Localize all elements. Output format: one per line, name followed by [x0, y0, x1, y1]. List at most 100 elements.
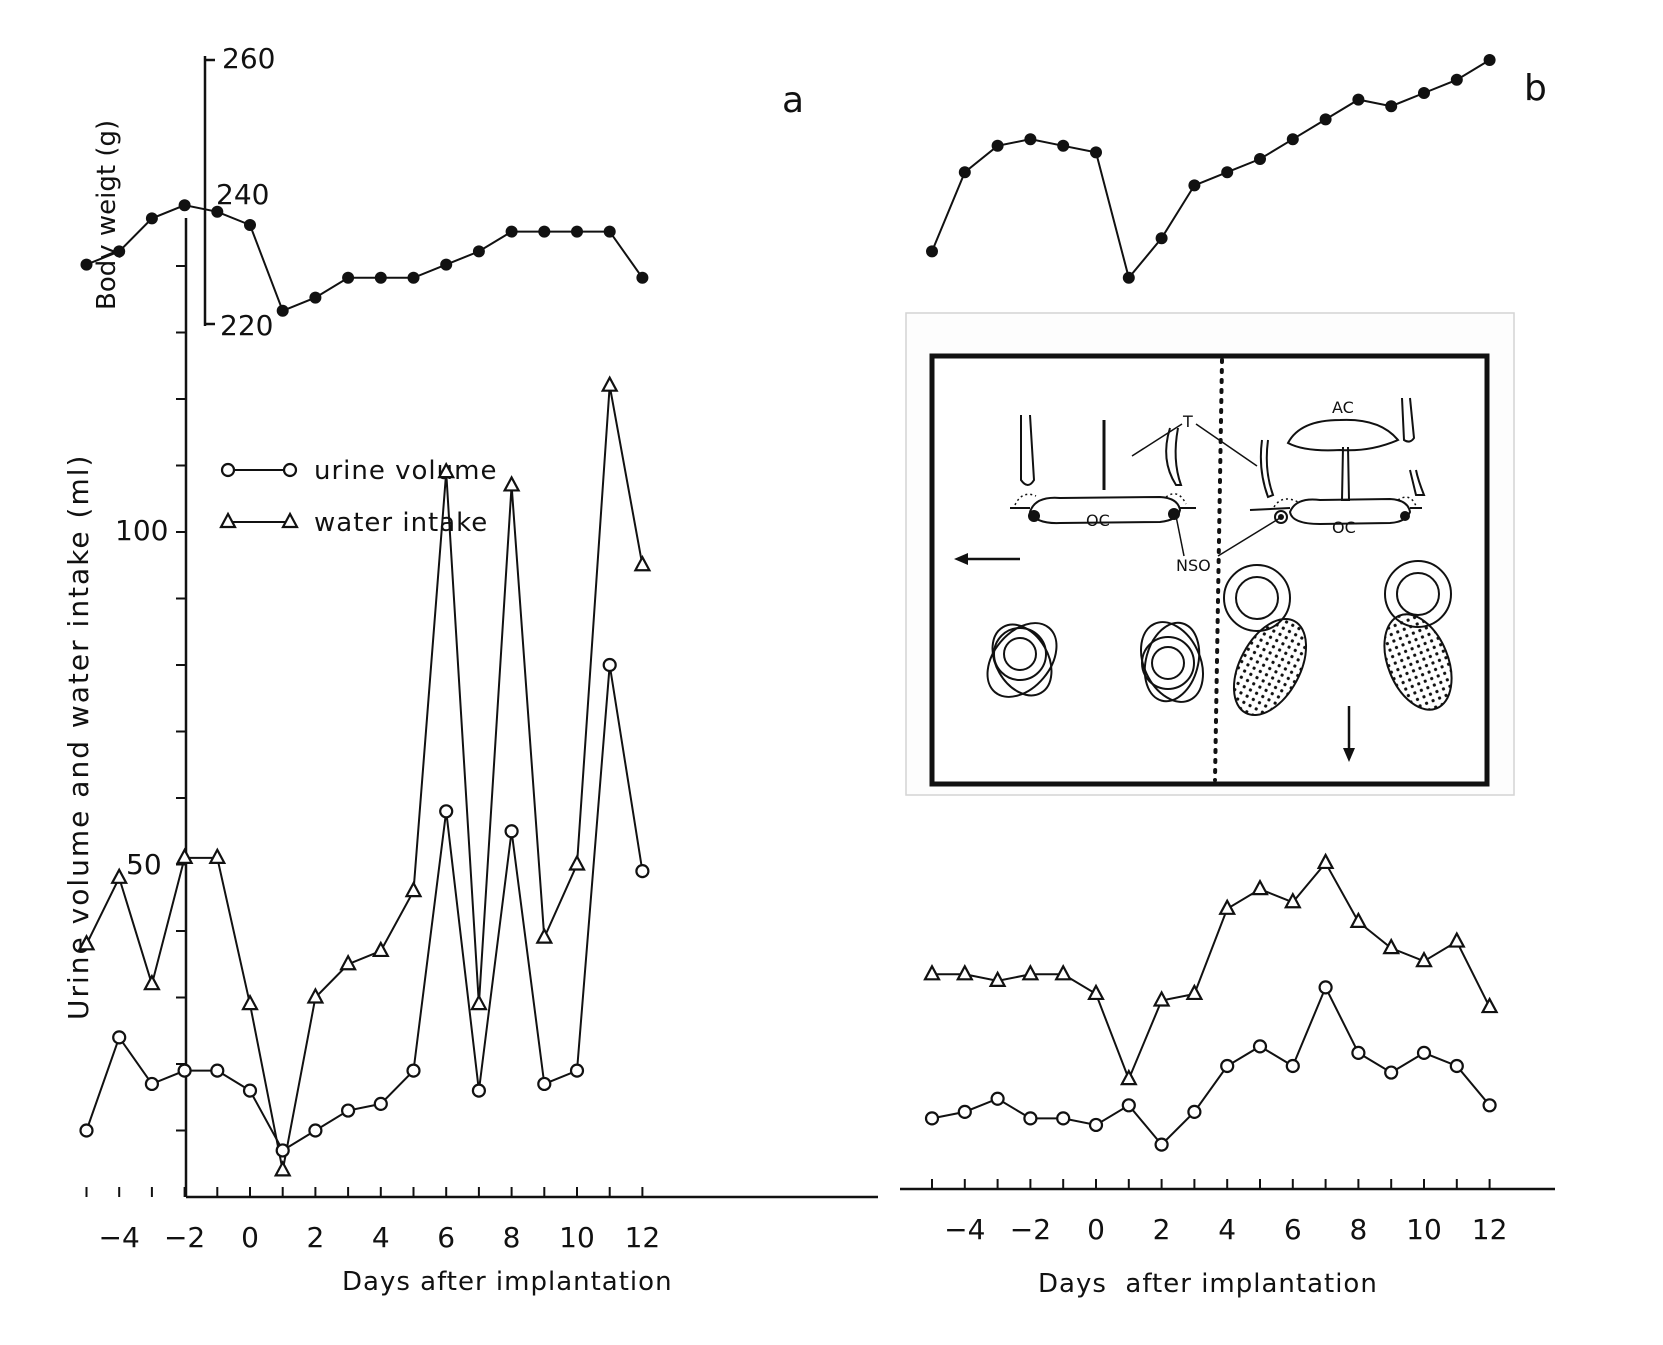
- inset-right-optic-chiasm: [1288, 497, 1412, 526]
- panel-a-body-weight-point-7: [309, 291, 322, 304]
- panel-a-x-tick-label--2: −2: [164, 1221, 205, 1254]
- inset-left-nso-dot-2: [1168, 508, 1180, 520]
- panel-a-x-tick-label-10: 10: [559, 1221, 595, 1254]
- panel-b-urine-volume-point-13: [1351, 1045, 1366, 1061]
- panel-a-water-intake-point-2: [143, 973, 161, 991]
- panel-a-water-intake-point-10: [404, 880, 423, 898]
- panel-b-water-intake-point-15: [1415, 950, 1433, 968]
- inset-left-implant-2-outer: [1141, 636, 1195, 690]
- panel-b-water-intake-point-16: [1447, 931, 1466, 948]
- inset-left-ventricle-1: [1020, 414, 1036, 486]
- inset-t-leader-right: [1195, 423, 1258, 467]
- inset-right-ventricle-4: [1409, 469, 1426, 496]
- panel-b-water-intake-point-2: [988, 970, 1007, 987]
- panel-a-body-weight-point-15: [571, 225, 583, 238]
- panel-b-body-weight-point-11: [1286, 133, 1299, 146]
- panel-a-water-intake-point-17: [633, 554, 652, 572]
- panel-a-body-weight-point-17: [636, 271, 649, 284]
- panel-a-urine-volume-point-6: [275, 1143, 290, 1158]
- panel-b-body-weight-point-9: [1221, 166, 1234, 179]
- panel-a-body-weight-point-13: [505, 225, 518, 238]
- panel-a-water-intake-point-6: [273, 1160, 292, 1177]
- panel-a-water-intake-point-3: [175, 847, 194, 864]
- panel-b-x-tick-label-4: 4: [1218, 1213, 1236, 1246]
- panel-a-water-intake-point-13: [502, 475, 521, 492]
- inset-label-oc-left: OC: [1086, 511, 1110, 530]
- legend-water-marker-1: [219, 511, 237, 529]
- panel-a-water-intake-line: [85, 385, 644, 1171]
- panel-b-body-weight-point-13: [1352, 93, 1365, 106]
- panel-a-x-tick-label-8: 8: [503, 1221, 521, 1254]
- inset-right-ventricle-1: [1401, 397, 1416, 443]
- panel-a-body-weight-point-0: [80, 258, 93, 271]
- panel-a-urine-volume-point-12: [471, 1083, 486, 1098]
- panel-a-water-intake-point-8: [339, 953, 357, 971]
- panel-a-urine-volume-point-5: [242, 1083, 258, 1098]
- panel-a-body-weight-point-6: [276, 304, 289, 317]
- panel-a-bw-axis-label: Body weigt (g): [92, 120, 122, 310]
- inset-right-implant-1-outer: [1223, 564, 1291, 632]
- panel-a-water-intake-point-12: [470, 993, 488, 1011]
- inset-label-ac: AC: [1332, 398, 1354, 417]
- panel-b-water-intake-point-9: [1218, 898, 1237, 915]
- panel-b-urine-volume-point-5: [1088, 1117, 1104, 1133]
- inset-nso-leader-left: [1175, 515, 1185, 557]
- inset-t-leader-left: [1131, 423, 1183, 457]
- panel-b-urine-volume-point-12: [1318, 980, 1333, 995]
- panel-b-water-intake-point-13: [1349, 911, 1368, 929]
- panel-a-y-tick-label-50: 50: [126, 848, 162, 881]
- inset-right-nso-dot-1: [1274, 510, 1288, 524]
- panel-a-x-tick-label--4: −4: [99, 1221, 140, 1254]
- panel-b-water-intake-point-17: [1480, 996, 1499, 1014]
- panel-b-x-tick-label--4: −4: [944, 1213, 985, 1246]
- panel-b-body-weight-point-4: [1057, 139, 1070, 152]
- panel-a-body-weight-point-2: [145, 212, 158, 225]
- inset-down-arrow-head: [1343, 748, 1355, 762]
- panel-a-body-weight-point-10: [407, 271, 420, 284]
- series-layer: [77, 54, 1499, 1177]
- inset-right-nso-dot-2: [1400, 511, 1410, 521]
- panel-a-x-axis-label: Days after implantation: [342, 1267, 673, 1297]
- panel-b-urine-volume-point-14: [1384, 1065, 1399, 1080]
- panel-a-urine-volume-series: [79, 657, 650, 1158]
- inset-nso-leader-right: [1217, 517, 1281, 557]
- panel-b-x-tick-label-8: 8: [1349, 1213, 1367, 1246]
- panel-b-body-weight-point-8: [1188, 179, 1201, 192]
- inset-right-ventricle-3: [1259, 439, 1275, 499]
- inset-left-nso-dot-1: [1028, 510, 1040, 522]
- panel-a-water-intake-point-4: [208, 847, 227, 864]
- panel-a-water-intake-point-5: [241, 993, 259, 1011]
- panel-b-body-weight-point-1: [958, 166, 971, 179]
- panel-a-water-intake-point-11: [437, 461, 456, 479]
- panel-a-x-tick-label-2: 2: [306, 1221, 324, 1254]
- panel-a-x-tick-label-6: 6: [437, 1221, 455, 1254]
- panel-b-body-weight-point-7: [1155, 232, 1168, 245]
- panel-b-body-weight-point-12: [1319, 113, 1332, 126]
- panel-b-water-intake-point-1: [955, 963, 974, 981]
- panel-b-water-intake-point-0: [923, 963, 941, 981]
- panel-b-body-weight-point-5: [1090, 146, 1102, 159]
- panel-b-body-weight-point-16: [1450, 73, 1463, 86]
- panel-b-urine-volume-point-0: [924, 1111, 940, 1126]
- inset-right-dotted-region-1: [1232, 617, 1308, 717]
- panel-a-x-tick-label-12: 12: [625, 1221, 661, 1254]
- panel-a-water-intake-series: [77, 375, 652, 1177]
- panel-b-urine-volume-point-17: [1482, 1098, 1497, 1113]
- inset-left-arrow-head: [954, 553, 968, 565]
- inset-midline: [1213, 358, 1224, 782]
- inset-left-ellipse-2b: [1143, 621, 1201, 703]
- panel-b-urine-volume-point-7: [1154, 1137, 1169, 1152]
- inset-right-base-line: [1249, 507, 1291, 511]
- panel-a-body-weight-point-4: [211, 205, 224, 218]
- panel-label-a: a: [782, 80, 804, 121]
- panel-a-urine-volume-point-4: [210, 1063, 225, 1078]
- panel-a-body-weight-series: [80, 199, 649, 317]
- panel-b-urine-volume-point-11: [1285, 1058, 1300, 1074]
- legend-urine-marker-1: [220, 462, 236, 478]
- panel-a-urine-volume-point-3: [177, 1063, 192, 1078]
- panel-a-water-intake-point-7: [306, 987, 325, 1004]
- legend: urine volume water intake: [219, 456, 496, 538]
- legend-water-marker-2: [281, 511, 299, 529]
- panel-a-body-weight-point-14: [538, 225, 551, 238]
